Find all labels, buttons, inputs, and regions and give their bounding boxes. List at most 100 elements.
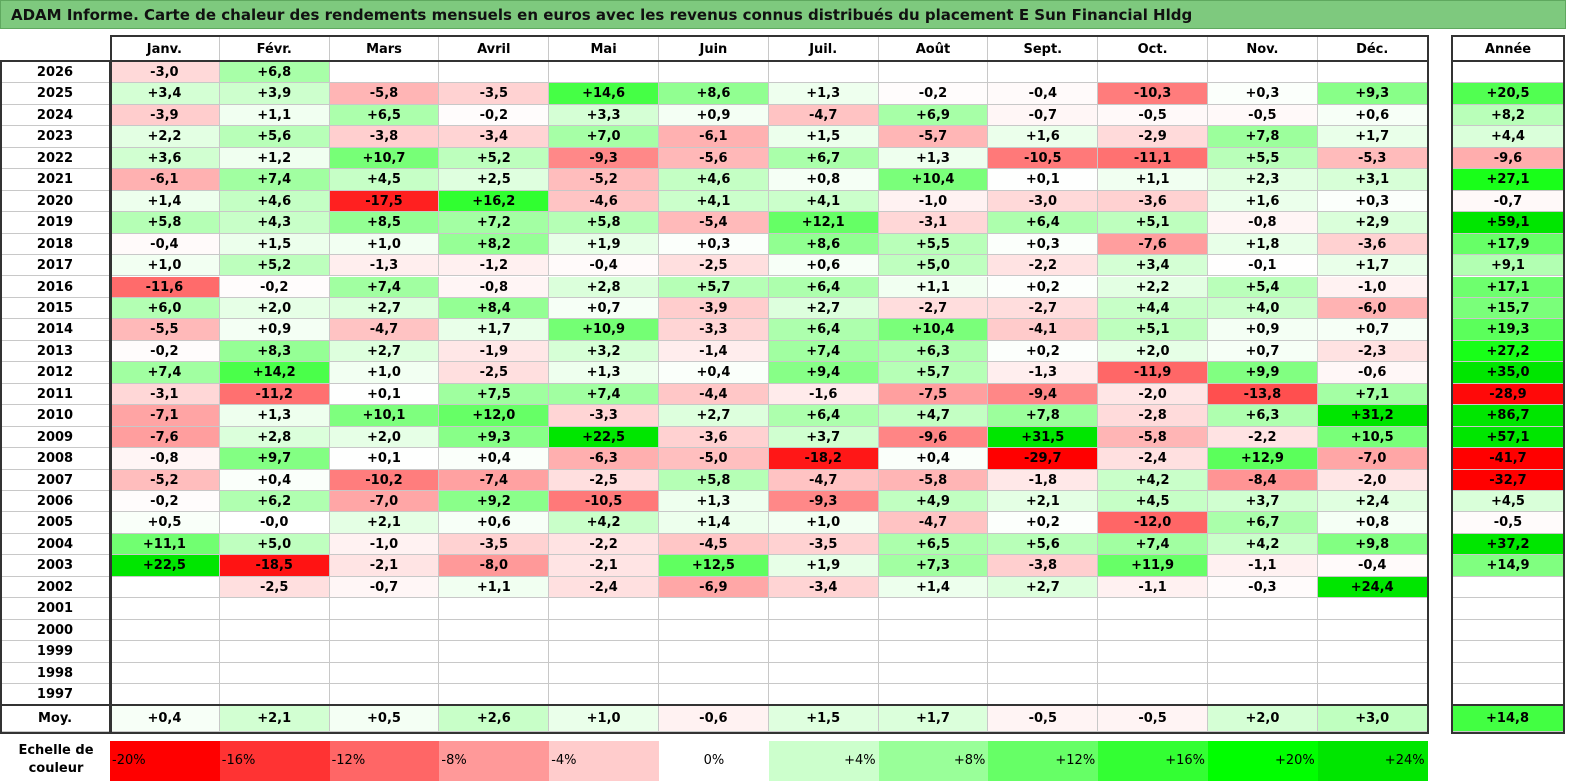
color-scale-step: +24% <box>1317 741 1428 781</box>
heatmap-cell: +1,0 <box>329 233 440 256</box>
heatmap-cell: -0,1 <box>1208 255 1318 277</box>
heatmap-cell: +9,3 <box>1317 83 1428 105</box>
heatmap-cell: +0,8 <box>768 169 879 191</box>
year-label: 2005 <box>0 512 110 534</box>
year-label: 2012 <box>0 362 110 384</box>
heatmap-cell: -3,5 <box>439 83 550 105</box>
heatmap-cell <box>329 684 440 706</box>
heatmap-cell: +1,5 <box>768 126 879 148</box>
heatmap-cell <box>110 598 220 620</box>
heatmap-cell: +7,3 <box>878 555 989 577</box>
month-header: Août <box>879 37 989 62</box>
heatmap-cell: -4,7 <box>768 469 879 491</box>
month-header: Oct. <box>1098 37 1208 62</box>
heatmap-cell: +1,3 <box>549 362 659 384</box>
heatmap-cell: +7,4 <box>219 169 330 191</box>
heatmap-cell: +2,2 <box>1098 276 1208 298</box>
heatmap-cell: -0,5 <box>1208 104 1318 127</box>
heatmap-cell <box>219 619 330 642</box>
heatmap-cell: -7,0 <box>329 491 440 513</box>
heatmap-cell: +0,8 <box>1317 512 1428 534</box>
heatmap-cell: +9,4 <box>768 362 879 384</box>
heatmap-cell: -5,4 <box>659 212 769 234</box>
heatmap-cell <box>1208 62 1318 84</box>
heatmap-cell <box>439 684 550 706</box>
heatmap-cell: +8,2 <box>439 233 550 256</box>
heatmap-cell: -2,4 <box>549 576 659 599</box>
heatmap-cell: -7,1 <box>110 405 220 427</box>
heatmap-cell: +2,5 <box>439 169 550 191</box>
annual-cell: +20,5 <box>1452 83 1564 105</box>
heatmap-cell <box>878 62 989 84</box>
heatmap-cell: +7,4 <box>110 362 220 384</box>
heatmap-cell: -2,2 <box>549 533 659 556</box>
average-cell: -0,5 <box>1098 706 1208 732</box>
heatmap-cell: +8,3 <box>219 340 330 363</box>
month-header: Nov. <box>1208 37 1318 62</box>
heatmap-cell: +11,1 <box>110 533 220 556</box>
heatmap-cell: -11,6 <box>110 276 220 298</box>
heatmap-cell: +4,2 <box>1098 469 1208 491</box>
heatmap-cell: +2,2 <box>110 126 220 148</box>
annual-cell: +17,1 <box>1452 276 1564 298</box>
color-scale-step: +4% <box>768 741 879 781</box>
heatmap-cell: +1,3 <box>219 405 330 427</box>
heatmap-cell <box>1098 62 1208 84</box>
heatmap-cell: +1,7 <box>1317 255 1428 277</box>
heatmap-cell: +0,9 <box>1208 319 1318 341</box>
annual-cell: +27,2 <box>1452 340 1564 363</box>
heatmap-cell: +12,1 <box>768 212 879 234</box>
heatmap-cell: +0,3 <box>1317 190 1428 213</box>
heatmap-cell: +6,3 <box>1208 405 1318 427</box>
heatmap-cell: +7,5 <box>439 383 550 406</box>
heatmap-cell <box>1098 641 1208 663</box>
annual-cell: +19,3 <box>1452 319 1564 341</box>
month-header: Févr. <box>220 37 330 62</box>
year-label: 2026 <box>0 62 110 84</box>
heatmap-cell: -2,8 <box>1098 405 1208 427</box>
color-scale-step: -8% <box>439 741 550 781</box>
heatmap-cell: +6,5 <box>329 104 440 127</box>
heatmap-cell: +10,9 <box>549 319 659 341</box>
year-label: 2021 <box>0 169 110 191</box>
heatmap-cell <box>659 662 769 685</box>
heatmap-cell: +7,4 <box>549 383 659 406</box>
heatmap-cell: -0,8 <box>110 448 220 470</box>
heatmap-cell: +0,9 <box>219 319 330 341</box>
heatmap-cell: +4,5 <box>329 169 440 191</box>
heatmap-cell: +0,2 <box>988 512 1099 534</box>
heatmap-cell: -5,6 <box>659 147 769 170</box>
heatmap-cell: -29,7 <box>988 448 1099 470</box>
heatmap-cell <box>219 598 330 620</box>
heatmap-cell: -0,6 <box>1317 362 1428 384</box>
heatmap-cell: +4,6 <box>219 190 330 213</box>
heatmap-cell <box>549 662 659 685</box>
heatmap-cell: -6,9 <box>659 576 769 599</box>
heatmap-cell: -9,3 <box>549 147 659 170</box>
heatmap-cell: -7,4 <box>439 469 550 491</box>
average-cell: +1,7 <box>878 706 989 732</box>
heatmap-cell: -2,5 <box>219 576 330 599</box>
heatmap-cell: +2,0 <box>219 297 330 320</box>
annual-cell: +86,7 <box>1452 405 1564 427</box>
heatmap-cell: +0,3 <box>1208 83 1318 105</box>
annual-cell <box>1452 641 1564 663</box>
year-label: 2020 <box>0 191 110 213</box>
chart-title: ADAM Informe. Carte de chaleur des rende… <box>11 6 1193 24</box>
heatmap-cell <box>219 641 330 663</box>
annual-cell: -0,7 <box>1452 190 1564 213</box>
heatmap-cell: +0,9 <box>659 104 769 127</box>
heatmap-cell: +6,4 <box>768 405 879 427</box>
heatmap-cell: +7,8 <box>1208 126 1318 148</box>
heatmap-cell: -2,3 <box>1317 340 1428 363</box>
heatmap-cell: +5,7 <box>659 276 769 298</box>
annual-cell: +4,4 <box>1452 126 1564 148</box>
heatmap-cell: +1,1 <box>1098 169 1208 191</box>
heatmap-cell: +24,4 <box>1317 576 1428 599</box>
heatmap-cell: +3,1 <box>1317 169 1428 191</box>
heatmap-cell: -13,8 <box>1208 383 1318 406</box>
heatmap-cell <box>768 619 879 642</box>
heatmap-cell <box>1317 62 1428 84</box>
heatmap-cell: +7,4 <box>768 340 879 363</box>
heatmap-cell: +22,5 <box>549 426 659 449</box>
